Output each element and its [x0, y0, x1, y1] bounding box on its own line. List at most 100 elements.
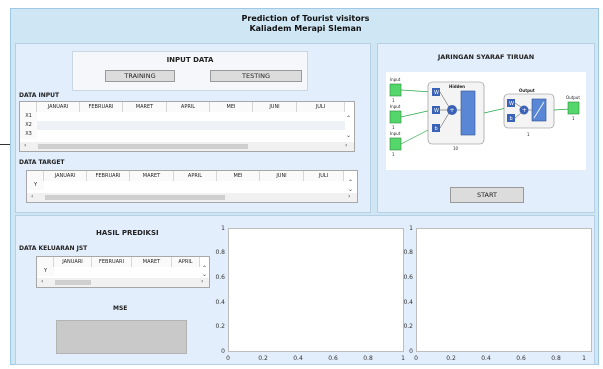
col-header: MEI: [210, 102, 253, 112]
col-header: MARET: [123, 102, 167, 112]
chart-2-ytick: 0.4: [403, 299, 413, 306]
chart-1-xtick: 0.8: [363, 355, 373, 362]
input-size-label: 1: [392, 152, 395, 157]
title-line-2: Kaliadem Merapi Sleman: [249, 24, 362, 33]
network-heading: JARINGAN SYARAF TIRUAN: [437, 53, 535, 61]
input-node-label: Input: [390, 104, 401, 109]
row-header: Y: [37, 267, 54, 276]
output-layer-label: Output: [519, 88, 535, 93]
corner-cell: [37, 257, 54, 267]
start-button[interactable]: START: [450, 187, 524, 203]
scroll-right-icon[interactable]: ›: [348, 193, 351, 200]
table-row[interactable]: [37, 130, 345, 139]
horizontal-scrollbar[interactable]: ‹ ›: [37, 278, 209, 287]
mse-value-field: [56, 320, 187, 354]
testing-button[interactable]: TESTING: [210, 70, 302, 82]
weight-symbol: W: [434, 108, 439, 114]
horizontal-scrollbar[interactable]: ‹ ›: [27, 193, 357, 202]
result-panel: HASIL PREDIKSI DATA KELUARAN JST JANUARI…: [15, 215, 595, 365]
bias-symbol: b: [435, 126, 438, 132]
row-header: Y: [27, 181, 44, 190]
input-data-panel: INPUT DATA TRAINING TESTING DATA INPUT J…: [15, 43, 371, 213]
data-input-label: DATA INPUT: [19, 92, 60, 99]
chart-2-ytick: 0.6: [403, 274, 413, 281]
scroll-up-icon[interactable]: ⌃: [202, 265, 208, 272]
bias-symbol: b: [510, 116, 513, 122]
weight-symbol: W: [509, 101, 514, 107]
col-header: JULI: [304, 171, 344, 181]
scroll-up-icon[interactable]: ⌃: [348, 179, 354, 186]
scrollbar-thumb[interactable]: [38, 144, 248, 149]
scroll-left-icon[interactable]: ‹: [31, 193, 34, 200]
col-header: MARET: [130, 171, 174, 181]
scrollbar-thumb[interactable]: [55, 280, 91, 285]
input-node-label: Input: [390, 77, 401, 82]
result-heading: HASIL PREDIKSI: [96, 229, 159, 237]
table-row[interactable]: [44, 181, 344, 190]
prediction-chart-2: [416, 228, 592, 352]
row-header: X2: [20, 121, 37, 130]
scroll-left-icon[interactable]: ‹: [41, 278, 44, 285]
input-data-heading: INPUT DATA: [166, 56, 214, 64]
col-header: JANUARI: [37, 102, 80, 112]
input-size-label: 1: [392, 125, 395, 130]
scroll-down-icon[interactable]: ⌄: [202, 271, 208, 278]
chart-2-xtick: 0: [414, 355, 418, 362]
prediction-chart-1: [228, 228, 404, 352]
app-window: Prediction of Tourist visitors Kaliadem …: [10, 8, 599, 365]
row-header: X1: [20, 112, 37, 121]
scroll-up-icon[interactable]: ⌃: [346, 115, 352, 122]
scroll-left-icon[interactable]: ‹: [24, 142, 27, 149]
chart-2-svg: [416, 228, 592, 352]
input-node-label: Input: [390, 131, 401, 136]
corner-cell: [20, 102, 37, 112]
data-target-table[interactable]: JANUARI FEBRUARI MARET APRIL MEI JUNI JU…: [26, 170, 358, 203]
chart-2-xtick: 0.2: [446, 355, 456, 362]
scroll-down-icon[interactable]: ⌄: [346, 132, 352, 139]
horizontal-scrollbar[interactable]: ‹ ›: [20, 142, 354, 151]
col-header: FEBRUARI: [80, 102, 123, 112]
chart-1-xtick: 0.2: [258, 355, 268, 362]
scroll-right-icon[interactable]: ›: [201, 278, 204, 285]
scroll-right-icon[interactable]: ›: [345, 142, 348, 149]
sum-symbol: +: [450, 107, 455, 114]
chart-1-xtick: 0.4: [293, 355, 303, 362]
col-header: APRIL: [172, 257, 200, 267]
chart-1-ytick: 0.6: [215, 274, 225, 281]
table-row[interactable]: [54, 267, 200, 276]
chart-1-xtick: 0.6: [328, 355, 338, 362]
scrollbar-thumb[interactable]: [45, 195, 225, 200]
training-button[interactable]: TRAINING: [105, 70, 175, 82]
chart-2-ytick: 0.8: [403, 249, 413, 256]
chart-1-ytick: 1: [221, 225, 225, 232]
output-node-label: Output: [566, 95, 580, 100]
data-target-label: DATA TARGET: [19, 159, 65, 166]
output-data-table[interactable]: JANUARI FEBRUARI MARET APRIL Y ⌃ ⌄ ‹ ›: [36, 256, 210, 288]
network-diagram: Input Input Input 1 1 1 Hidden W W b + 1…: [386, 72, 586, 170]
output-data-label: DATA KELUARAN JST: [19, 245, 88, 252]
chart-1-ytick: 0.8: [215, 249, 225, 256]
chart-1-xtick: 1: [401, 355, 405, 362]
output-value-label: 1: [572, 116, 575, 121]
title-line-1: Prediction of Tourist visitors: [241, 14, 370, 23]
hidden-layer-label: Hidden: [449, 84, 465, 89]
scroll-down-icon[interactable]: ⌄: [348, 186, 354, 193]
col-header: APRIL: [174, 171, 217, 181]
input-size-label: 1: [392, 98, 395, 103]
chart-1-xtick: 0: [226, 355, 230, 362]
chart-1-ytick: 0.4: [215, 299, 225, 306]
output-size-label: 1: [527, 132, 530, 137]
mse-label: MSE: [113, 305, 128, 312]
chart-1-ytick: 0: [221, 348, 225, 355]
data-input-table[interactable]: JANUARI FEBRUARI MARET APRIL MEI JUNI JU…: [19, 101, 355, 152]
table-row[interactable]: [37, 121, 345, 130]
col-header: MEI: [217, 171, 260, 181]
table-row[interactable]: [37, 112, 345, 121]
chart-2-ytick: 0.2: [403, 323, 413, 330]
network-panel: JARINGAN SYARAF TIRUAN Input Input Input…: [377, 43, 595, 213]
chart-2-ytick: 1: [409, 225, 413, 232]
hidden-size-label: 10: [453, 146, 459, 151]
sum-symbol: +: [522, 107, 527, 114]
row-header: X3: [20, 130, 37, 139]
weight-symbol: W: [434, 90, 439, 96]
